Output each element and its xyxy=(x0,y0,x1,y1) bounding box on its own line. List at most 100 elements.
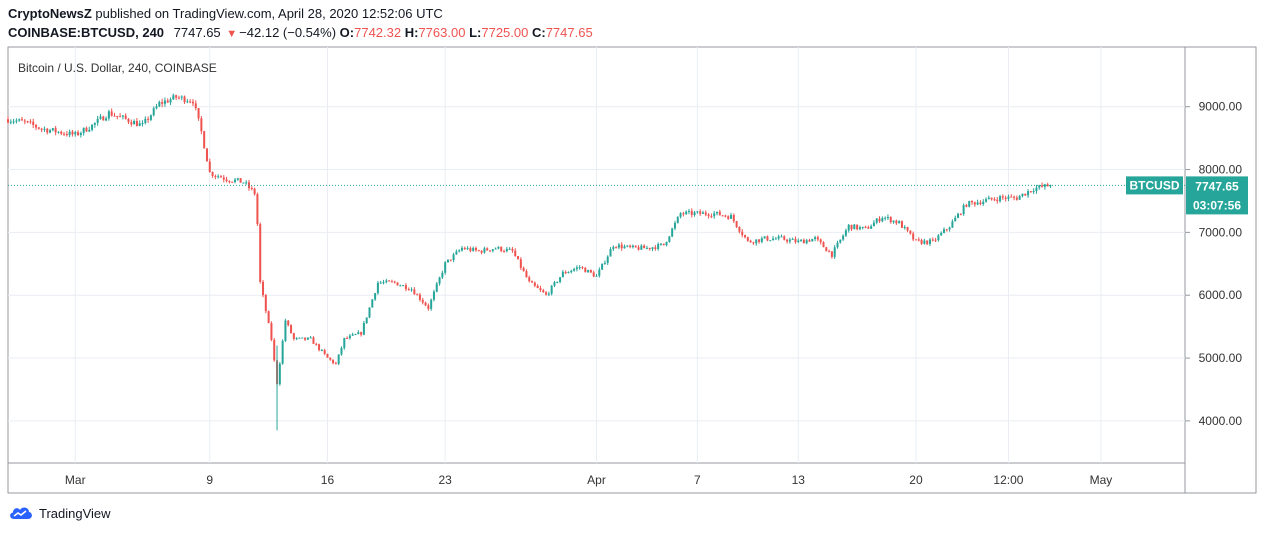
candle-body xyxy=(15,120,18,122)
candle-body xyxy=(161,102,164,104)
publish-info: CryptoNewsZ published on TradingView.com… xyxy=(8,6,443,21)
candle-body xyxy=(191,101,194,104)
candle-body xyxy=(828,251,831,253)
candle-body xyxy=(968,201,971,207)
candle-body xyxy=(340,347,343,355)
candle-body xyxy=(564,271,567,274)
candle-body xyxy=(91,124,94,130)
close-value: 7747.65 xyxy=(545,25,593,40)
candle-body xyxy=(673,222,676,229)
candle-body xyxy=(1018,196,1021,200)
candle-body xyxy=(491,249,494,251)
candle-body xyxy=(158,102,161,107)
candle-body xyxy=(533,282,536,286)
candle-body xyxy=(267,311,270,324)
price-chart[interactable]: 4000.00 5000.00 6000.00 7000.00 8000.00 9000.… xyxy=(0,0,1265,500)
candle-body xyxy=(699,211,702,214)
candle-body xyxy=(730,215,733,219)
candle-body xyxy=(945,229,948,231)
low-label: L: xyxy=(469,25,482,40)
candle-body xyxy=(166,100,169,103)
candle-body xyxy=(360,332,363,335)
candle-body xyxy=(483,248,486,253)
candle-body xyxy=(951,221,954,228)
candle-body xyxy=(738,227,741,232)
x-tick-label: 9 xyxy=(206,473,213,487)
candle-body xyxy=(990,197,993,200)
candle-body xyxy=(766,236,769,241)
candle-body xyxy=(864,226,867,228)
candle-body xyxy=(253,188,256,195)
candle-body xyxy=(189,101,192,103)
candle-body xyxy=(1010,196,1013,198)
candle-body xyxy=(514,250,517,257)
candle-body xyxy=(732,215,735,222)
candle-body xyxy=(511,248,514,251)
candle-body xyxy=(376,282,379,294)
candle-body xyxy=(643,245,646,249)
tradingview-logo[interactable]: TradingView xyxy=(8,505,111,521)
candle-body xyxy=(956,213,960,218)
candle-body xyxy=(609,249,612,257)
x-tick-label: 20 xyxy=(909,473,923,487)
candle-body xyxy=(892,220,895,223)
candle-body xyxy=(721,215,724,217)
y-tick-label: 8000.00 xyxy=(1199,163,1243,177)
candle-body xyxy=(833,247,836,257)
candle-body xyxy=(584,267,587,273)
countdown-label: 03:07:56 xyxy=(1193,198,1241,212)
candle-body xyxy=(410,289,413,291)
candle-body xyxy=(365,317,368,323)
candle-body xyxy=(444,262,447,273)
candle-body xyxy=(1001,196,1004,198)
candle-body xyxy=(51,128,54,131)
candle-body xyxy=(1013,196,1016,198)
candle-body xyxy=(245,182,248,184)
candle-body xyxy=(96,118,99,123)
candle-body xyxy=(203,131,206,149)
candle-body xyxy=(522,267,525,272)
y-tick-label: 6000.00 xyxy=(1199,288,1243,302)
candle-body xyxy=(629,245,632,248)
candle-body xyxy=(49,130,52,133)
candle-body xyxy=(452,254,455,261)
candle-body xyxy=(805,240,808,244)
candle-body xyxy=(687,210,690,212)
candle-body xyxy=(228,181,231,183)
candle-body xyxy=(657,243,660,249)
candle-body xyxy=(93,122,96,125)
candle-body xyxy=(744,235,747,238)
candle-body xyxy=(385,280,388,283)
candle-body xyxy=(40,128,43,130)
candle-body xyxy=(390,281,393,283)
candle-body xyxy=(63,133,66,135)
candle-body xyxy=(458,250,461,252)
candle-body xyxy=(903,227,906,229)
author-name: CryptoNewsZ xyxy=(8,6,92,21)
candle-body xyxy=(68,131,71,136)
candle-body xyxy=(676,216,679,223)
candle-body xyxy=(965,205,968,207)
candle-body xyxy=(954,217,957,222)
candle-body xyxy=(769,240,772,242)
candle-body xyxy=(912,233,915,240)
candle-body xyxy=(536,285,539,289)
candle-body xyxy=(477,250,480,252)
candle-body xyxy=(567,272,570,274)
candle-body xyxy=(987,197,990,200)
candle-body xyxy=(900,221,903,228)
candle-body xyxy=(598,269,601,276)
candle-body xyxy=(561,271,564,278)
candle-body xyxy=(404,285,407,290)
candle-body xyxy=(547,293,550,295)
x-tick-label: 23 xyxy=(438,473,452,487)
candle-body xyxy=(575,267,578,270)
candle-body xyxy=(402,285,405,287)
candle-body xyxy=(788,239,791,242)
candle-body xyxy=(32,121,35,126)
candle-body xyxy=(727,216,730,219)
candle-body xyxy=(225,179,228,182)
candle-body xyxy=(802,239,805,244)
candle-body xyxy=(320,350,323,352)
candle-body xyxy=(135,120,138,127)
